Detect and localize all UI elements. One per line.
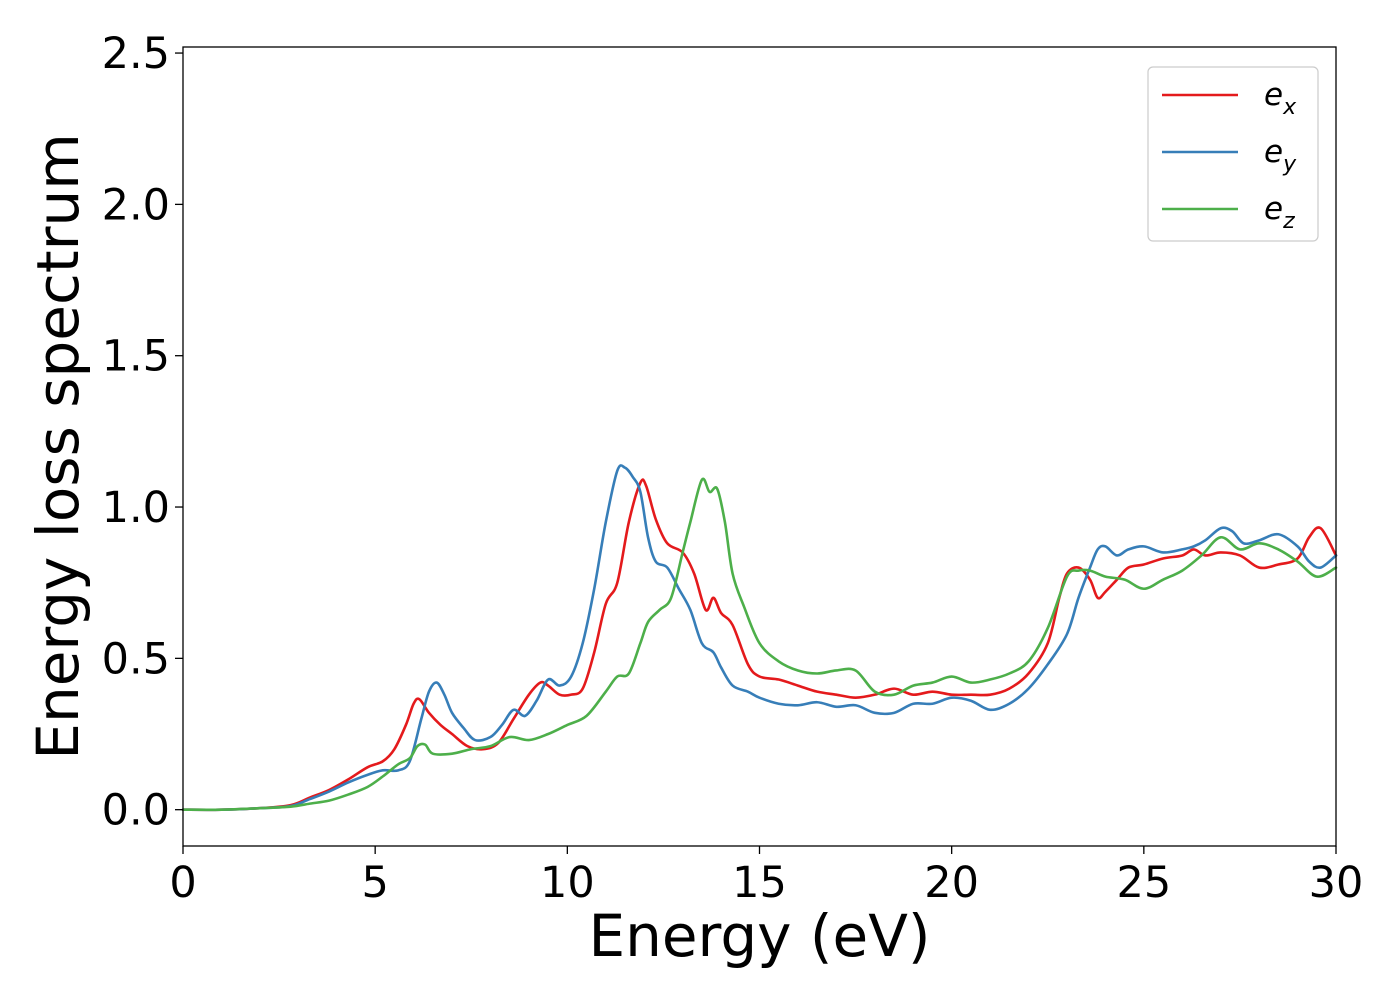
legend-label-x: ex <box>1264 77 1297 120</box>
series-line-x <box>181 478 1338 812</box>
y-tick-label: 0.0 <box>102 786 170 836</box>
y-tick-label: 2.5 <box>102 29 170 79</box>
x-axis-label: Energy (eV) <box>588 902 930 970</box>
x-tick-label: 20 <box>924 858 979 908</box>
x-tick-label: 15 <box>732 858 787 908</box>
y-axis-ticks: 0.0 0.5 1.0 1.5 2.0 2.5 <box>102 29 183 836</box>
series-line-y <box>181 464 1338 812</box>
legend-label-z: ez <box>1264 191 1295 234</box>
y-tick-label: 1.5 <box>102 332 170 382</box>
y-tick-label: 2.0 <box>102 180 170 230</box>
legend-box <box>1147 66 1319 242</box>
x-tick-label: 25 <box>1116 858 1171 908</box>
series-line-z <box>181 477 1338 812</box>
y-axis-label: Energy loss spectrum <box>24 133 92 759</box>
x-tick-label: 30 <box>1309 858 1364 908</box>
legend: ex ey ez <box>1147 66 1319 242</box>
x-tick-label: 10 <box>540 858 595 908</box>
series-layer <box>181 464 1338 812</box>
x-tick-label: 5 <box>361 858 388 908</box>
x-tick-label: 0 <box>169 858 196 908</box>
y-tick-label: 1.0 <box>102 483 170 533</box>
y-tick-label: 0.5 <box>102 634 170 684</box>
x-axis-ticks: 0 5 10 15 20 25 30 <box>169 846 1363 908</box>
legend-label-y: ey <box>1264 134 1297 177</box>
